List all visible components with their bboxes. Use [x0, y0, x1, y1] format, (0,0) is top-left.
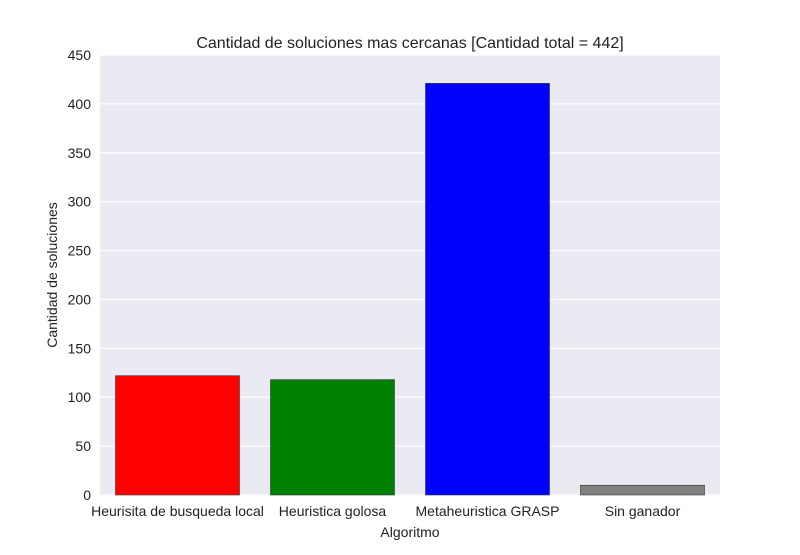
bars: [115, 83, 705, 496]
x-tick-label: Heuristica golosa: [279, 503, 387, 519]
y-tick-label: 50: [75, 438, 91, 454]
y-tick-label: 0: [83, 487, 91, 503]
x-tick-label: Heurisita de busqueda local: [91, 503, 264, 519]
bar-3: [580, 484, 705, 496]
x-tick-label: Sin ganador: [605, 503, 681, 519]
y-tick-labels: 0 50 100 150 200 250 300 350 400 450: [68, 47, 92, 503]
y-tick-label: 300: [68, 194, 92, 210]
bar-1: [270, 379, 395, 496]
y-tick-label: 100: [68, 389, 92, 405]
y-tick-label: 450: [68, 47, 92, 63]
y-tick-label: 350: [68, 145, 92, 161]
bar-0: [115, 375, 240, 496]
y-tick-label: 200: [68, 291, 92, 307]
bar-2: [425, 83, 550, 496]
y-tick-label: 400: [68, 96, 92, 112]
chart-title: Cantidad de soluciones mas cercanas [Can…: [196, 35, 623, 52]
x-tick-label: Metaheuristica GRASP: [416, 503, 560, 519]
x-tick-labels: Heurisita de busqueda local Heuristica go…: [91, 503, 680, 519]
y-axis-label: Cantidad de soluciones: [44, 202, 60, 348]
y-tick-label: 250: [68, 243, 92, 259]
y-tick-label: 150: [68, 340, 92, 356]
x-axis-label: Algoritmo: [380, 524, 439, 540]
